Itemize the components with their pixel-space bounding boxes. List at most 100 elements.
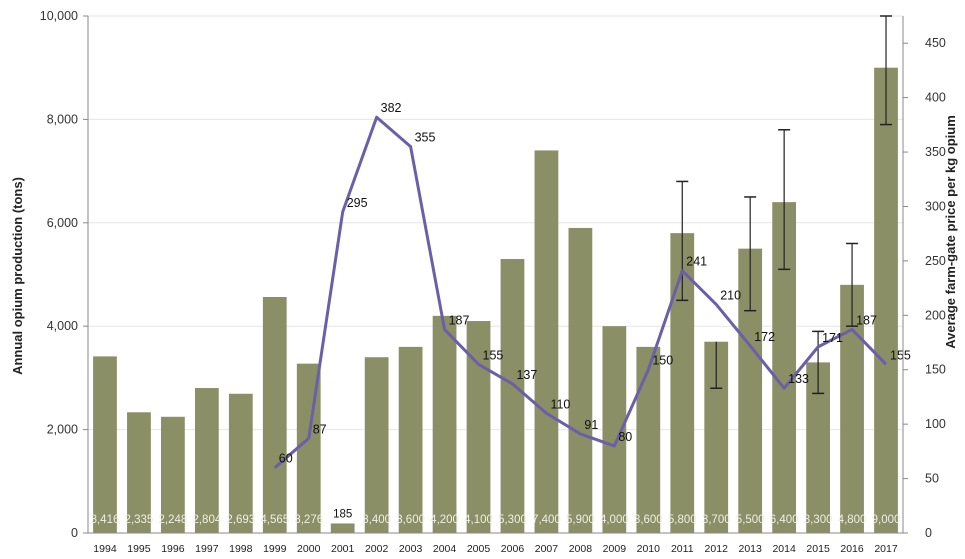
price-value-label: 87 xyxy=(313,422,327,436)
right-tick-label: 350 xyxy=(925,145,946,159)
bar xyxy=(534,150,559,534)
price-value-label: 60 xyxy=(279,452,293,466)
x-tick-label: 1995 xyxy=(127,543,151,555)
price-value-label: 110 xyxy=(550,397,570,411)
price-value-label: 91 xyxy=(584,418,598,432)
bar-value-label: 2,804 xyxy=(192,514,221,526)
bar-value-label: 185 xyxy=(333,508,352,520)
right-tick-label: 200 xyxy=(925,308,946,322)
right-axis-ticks: 0 50 100 150 200 250 300 350 400 450 xyxy=(925,36,946,540)
bar xyxy=(161,416,185,533)
bar xyxy=(262,296,287,533)
x-tick-label: 2005 xyxy=(467,543,491,555)
price-value-label: 355 xyxy=(415,131,436,145)
x-tick-label: 2006 xyxy=(501,543,525,555)
left-axis-title: Annual opium production (tons) xyxy=(10,177,25,375)
price-value-label: 155 xyxy=(890,348,911,362)
bar xyxy=(194,388,219,533)
x-tick-label: 2016 xyxy=(840,543,864,555)
x-tick-label: 2013 xyxy=(739,543,763,555)
bar xyxy=(93,356,117,533)
right-tick-label: 300 xyxy=(925,199,946,213)
bar-value-label: 2,693 xyxy=(226,514,255,526)
bar xyxy=(398,346,423,533)
bar xyxy=(228,393,253,533)
price-value-label: 187 xyxy=(449,313,470,327)
bar xyxy=(330,523,355,533)
bar xyxy=(500,258,525,533)
bar-value-label: 3,300 xyxy=(804,514,833,526)
x-tick-label: 2003 xyxy=(399,543,423,555)
x-tick-label: 2012 xyxy=(705,543,729,555)
x-tick-label: 2011 xyxy=(671,543,694,555)
right-axis-title: Average farm-gate price per kg opium xyxy=(943,115,958,349)
bar xyxy=(602,326,627,533)
price-value-label: 80 xyxy=(618,430,632,444)
x-tick-label: 2008 xyxy=(569,543,593,555)
bar xyxy=(127,412,151,533)
x-tick-label: 2015 xyxy=(806,543,830,555)
bar-value-label: 3,600 xyxy=(396,514,425,526)
x-tick-label: 2001 xyxy=(331,543,355,555)
x-tick-label: 1997 xyxy=(195,543,219,555)
bar-value-label: 2,248 xyxy=(159,514,188,526)
right-tick-label: 250 xyxy=(925,254,946,268)
x-tick-label: 1999 xyxy=(263,543,287,555)
left-tick-label: 8,000 xyxy=(47,112,78,126)
x-axis-ticks: 1994 1995 1996 1997 1998 1999 2000 2001 2002 2003… xyxy=(93,543,898,555)
price-value-label: 171 xyxy=(822,331,843,345)
bar xyxy=(364,357,389,533)
bar xyxy=(568,227,593,533)
price-line xyxy=(273,115,888,469)
bar xyxy=(466,321,491,533)
bar-value-label: 4,800 xyxy=(838,514,867,526)
bar-value-label: 3,416 xyxy=(91,514,120,526)
price-value-label: 137 xyxy=(516,368,537,382)
x-tick-label: 2000 xyxy=(297,543,321,555)
x-tick-label: 2004 xyxy=(433,543,457,555)
bar-value-label: 2,335 xyxy=(125,514,154,526)
bar-value-label: 3,400 xyxy=(362,514,391,526)
bar-value-label: 4,000 xyxy=(600,514,629,526)
price-value-label: 155 xyxy=(483,348,504,362)
bar xyxy=(432,315,457,533)
price-line-group xyxy=(273,115,888,469)
x-tick-label: 2002 xyxy=(365,543,389,555)
bar-value-label: 4,565 xyxy=(260,514,289,526)
x-tick-label: 2014 xyxy=(772,543,796,555)
axes-group xyxy=(83,15,908,534)
left-tick-label: 2,000 xyxy=(47,423,78,437)
x-tick-label: 2017 xyxy=(874,543,898,555)
bar-value-label: 3,600 xyxy=(634,514,663,526)
bars-group xyxy=(93,67,898,534)
bar xyxy=(874,67,898,533)
left-tick-label: 4,000 xyxy=(47,319,78,333)
left-axis-ticks: 0 2,000 4,000 6,000 8,000 10,000 xyxy=(40,9,78,540)
bar-value-label: 3,276 xyxy=(294,514,323,526)
right-tick-label: 150 xyxy=(925,363,946,377)
price-value-label: 241 xyxy=(686,255,707,269)
left-tick-label: 0 xyxy=(71,526,78,540)
bar xyxy=(738,248,763,533)
x-tick-label: 1994 xyxy=(93,543,117,555)
bar-value-label: 5,900 xyxy=(566,514,595,526)
price-value-label: 210 xyxy=(720,288,741,302)
bar xyxy=(806,362,830,533)
bar xyxy=(670,233,695,533)
price-value-label: 382 xyxy=(381,101,402,115)
error-bars-group xyxy=(676,15,893,395)
price-labels-group: 60 87 295 382 355 187 155 137 110 91 80 150 241 210 17… xyxy=(279,101,911,465)
bar xyxy=(704,341,729,533)
price-value-label: 172 xyxy=(754,330,775,344)
price-value-label: 150 xyxy=(652,354,673,368)
bar-value-label: 4,200 xyxy=(430,514,459,526)
price-value-label: 133 xyxy=(788,372,809,386)
x-tick-label: 1998 xyxy=(229,543,253,555)
bar-value-label: 5,800 xyxy=(668,514,697,526)
price-value-label: 295 xyxy=(347,196,368,210)
right-tick-label: 100 xyxy=(925,417,946,431)
left-tick-label: 6,000 xyxy=(47,216,78,230)
bar-labels-group: 3,416 2,335 2,248 2,804 2,693 4,565 3,276 185 3,… xyxy=(91,508,901,526)
bar-value-label: 6,400 xyxy=(770,514,799,526)
price-value-label: 187 xyxy=(856,313,877,327)
